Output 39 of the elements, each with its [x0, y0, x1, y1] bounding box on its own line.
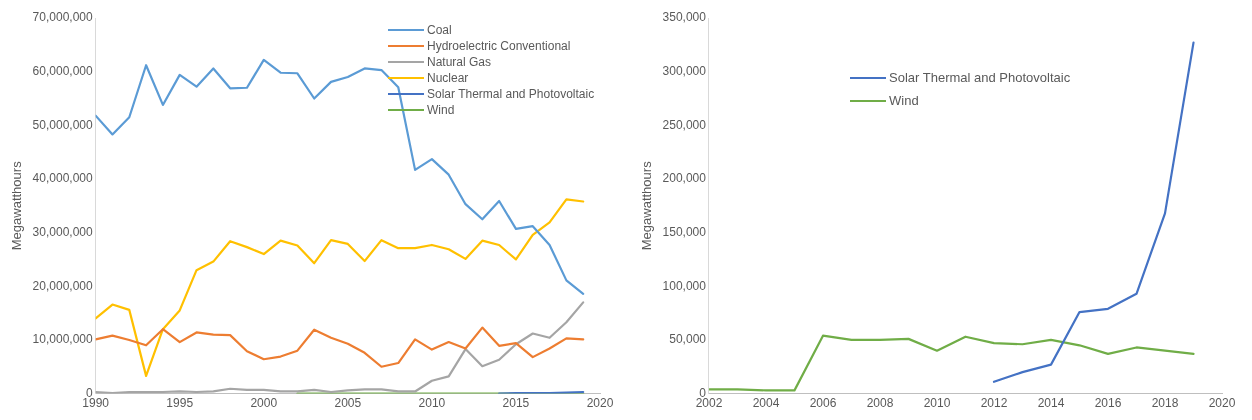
- legend-label: Solar Thermal and Photovoltaic: [427, 86, 595, 102]
- x-tick-label: 2006: [809, 396, 837, 411]
- legend-label: Coal: [427, 22, 452, 38]
- y-tick-label: 20,000,000: [32, 278, 93, 293]
- y-tick-label: 250,000: [662, 117, 707, 132]
- y-tick-label: 60,000,000: [32, 63, 93, 78]
- y-tick-label: 10,000,000: [32, 332, 93, 347]
- x-tick-label: 2012: [980, 396, 1008, 411]
- x-tick-label: 1995: [166, 396, 194, 411]
- x-tick-label: 2008: [866, 396, 894, 411]
- x-tick-label: 2004: [752, 396, 780, 411]
- y-tick-label: 50,000,000: [32, 117, 93, 132]
- y-axis-title: Megawatthours: [639, 160, 655, 251]
- x-tick-label: 2015: [502, 396, 530, 411]
- legend-label: Solar Thermal and Photovoltaic: [889, 69, 1071, 87]
- y-tick-label: 350,000: [662, 10, 707, 25]
- x-tick-label: 2005: [334, 396, 362, 411]
- legend-label: Natural Gas: [427, 54, 492, 70]
- legend-label: Wind: [427, 102, 455, 118]
- y-tick-label: 50,000: [669, 332, 707, 347]
- y-axis-title: Megawatthours: [9, 160, 25, 251]
- legend-label: Wind: [889, 92, 919, 110]
- x-tick-label: 2020: [586, 396, 614, 411]
- y-tick-label: 70,000,000: [32, 10, 93, 25]
- x-tick-label: 2010: [418, 396, 446, 411]
- x-tick-label: 2018: [1151, 396, 1179, 411]
- x-tick-label: 2010: [923, 396, 951, 411]
- y-tick-label: 100,000: [662, 278, 707, 293]
- legend-label: Nuclear: [427, 70, 469, 86]
- y-tick-label: 40,000,000: [32, 171, 93, 186]
- legend-label: Hydroelectric Conventional: [427, 38, 571, 54]
- x-tick-label: 2016: [1094, 396, 1122, 411]
- x-tick-label: 2000: [250, 396, 278, 411]
- x-tick-label: 2014: [1037, 396, 1065, 411]
- y-tick-label: 30,000,000: [32, 224, 93, 239]
- y-tick-label: 150,000: [662, 224, 707, 239]
- x-tick-label: 2020: [1208, 396, 1236, 411]
- y-tick-label: 300,000: [662, 63, 707, 78]
- y-tick-label: 200,000: [662, 171, 707, 186]
